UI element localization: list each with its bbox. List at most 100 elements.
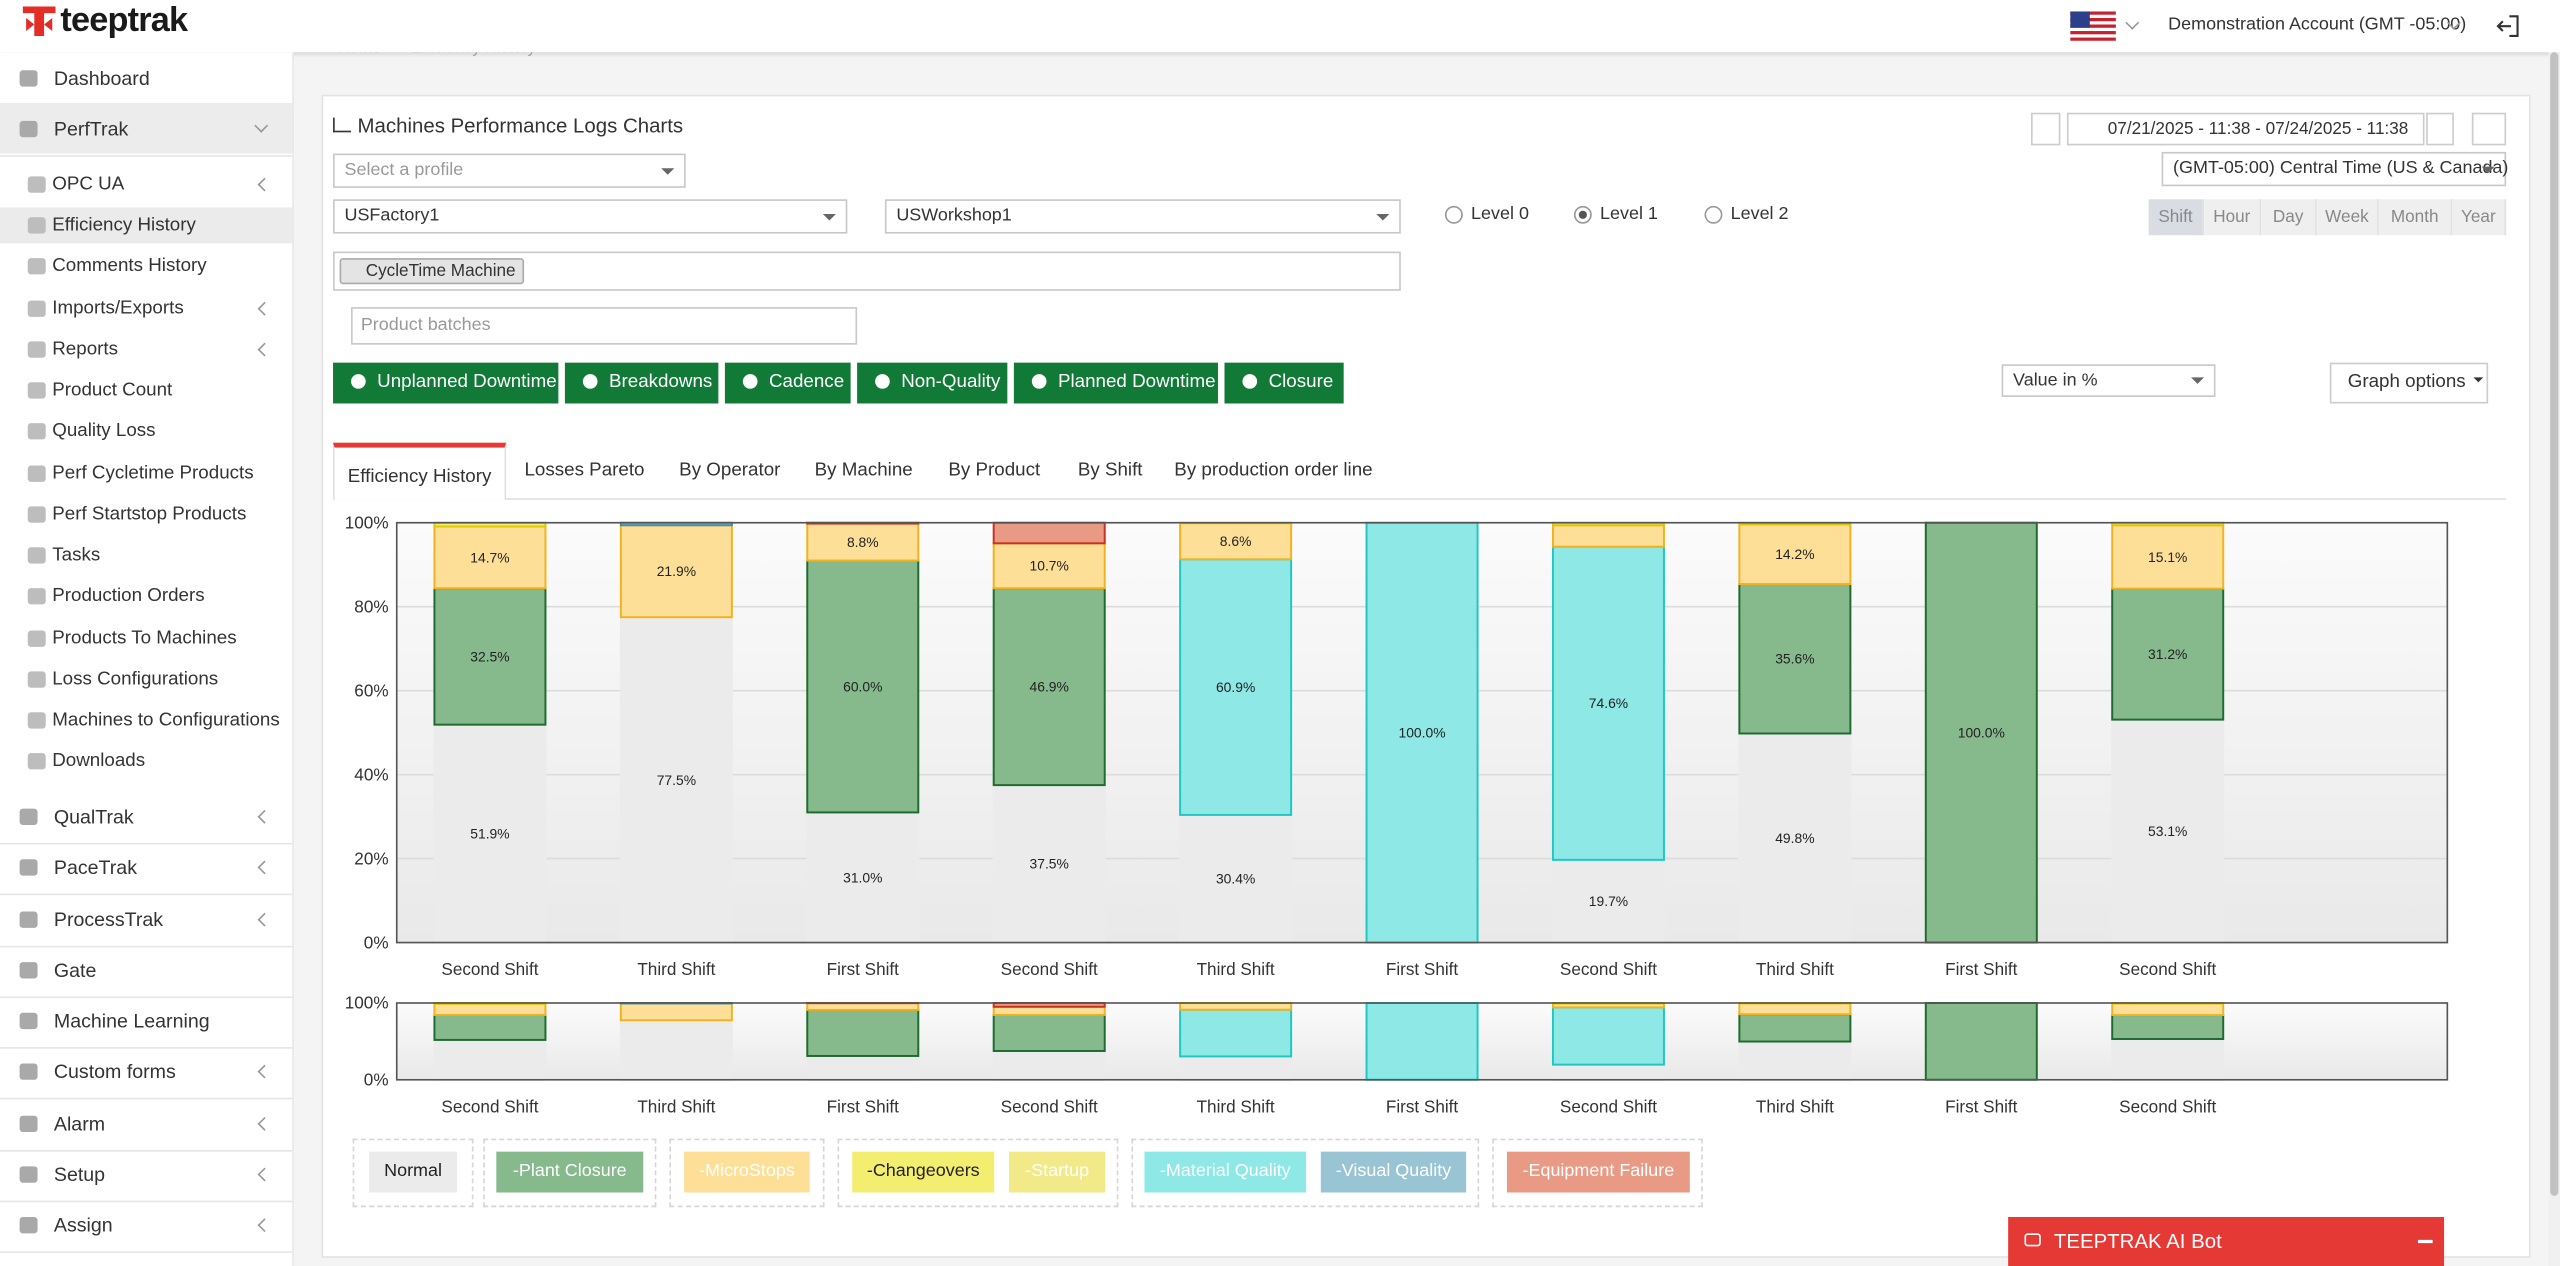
menu-icon — [19, 1166, 38, 1183]
value-mode-select[interactable]: Value in % — [2001, 364, 2216, 397]
legend-item[interactable]: -Equipment Failure — [1506, 1151, 1690, 1193]
value-label: 31.0% — [843, 869, 882, 885]
scrollbar[interactable] — [2548, 52, 2560, 1266]
factory-select[interactable]: USFactory1 — [333, 199, 848, 234]
submenu-item[interactable]: OPC UA — [52, 174, 125, 195]
bot-minimize[interactable] — [2417, 1239, 2433, 1244]
date-prev[interactable] — [2031, 112, 2061, 146]
level-label[interactable]: Level 2 — [1730, 204, 1789, 224]
menu-separator — [0, 1200, 293, 1203]
menu-item[interactable]: PaceTrak — [53, 855, 137, 879]
submenu-item[interactable]: Comments History — [52, 256, 207, 277]
period-button[interactable]: Month — [2378, 199, 2453, 236]
legend-item[interactable]: Normal — [368, 1151, 458, 1193]
menu-item[interactable]: Gate — [53, 958, 97, 982]
submenu-item[interactable]: Downloads — [52, 751, 146, 772]
submenu-item[interactable]: Quality Loss — [52, 421, 156, 442]
menu-item[interactable]: Custom forms — [53, 1060, 176, 1084]
x-tick-label: Third Shift — [1756, 1096, 1834, 1116]
menu-item[interactable]: QualTrak — [53, 805, 134, 829]
filter-button[interactable]: Closure — [1224, 362, 1344, 404]
x-tick-label: Second Shift — [441, 959, 538, 979]
level-label[interactable]: Level 0 — [1471, 204, 1529, 224]
ai-bot[interactable]: TEEPTRAK AI Bot — [2008, 1216, 2445, 1266]
legend-item[interactable]: -Changeovers — [852, 1151, 995, 1193]
export-btn[interactable] — [2471, 112, 2507, 146]
logout[interactable] — [2495, 13, 2521, 39]
tab[interactable]: Losses Pareto — [524, 460, 645, 481]
value-label: 77.5% — [657, 772, 696, 788]
tab[interactable]: By Machine — [814, 460, 913, 481]
filter-button[interactable]: Planned Downtime — [1013, 362, 1218, 404]
bar-segment — [433, 1013, 547, 1041]
menu-item[interactable]: Setup — [53, 1163, 106, 1186]
filter-button[interactable]: Cadence — [724, 362, 851, 404]
bar-segment — [619, 1019, 733, 1081]
level-radio[interactable] — [1444, 205, 1463, 224]
period-button[interactable]: Week — [2316, 199, 2379, 236]
period-button[interactable]: Year — [2452, 199, 2507, 236]
x-tick-label: Third Shift — [1197, 959, 1275, 979]
profile-select[interactable]: Select a profile — [333, 153, 686, 188]
menu-icon — [27, 258, 46, 275]
tab[interactable]: By production order line — [1174, 460, 1373, 481]
menu-item[interactable]: Dashboard — [53, 66, 150, 90]
tab[interactable]: By Operator — [679, 460, 781, 481]
value-label: 19.7% — [1589, 893, 1628, 909]
submenu-item[interactable]: Machines to Configurations — [52, 710, 280, 731]
submenu-item[interactable]: Product Count — [52, 380, 173, 401]
tab[interactable]: By Product — [948, 460, 1041, 481]
menu-item[interactable]: Alarm — [53, 1112, 106, 1136]
menu-icon — [19, 1063, 38, 1080]
menu-item[interactable]: Assign — [53, 1213, 113, 1237]
machine-input[interactable]: CycleTime Machine — [333, 251, 1401, 291]
submenu-item[interactable]: Loss Configurations — [52, 669, 219, 690]
period-button[interactable]: Shift — [2148, 199, 2205, 236]
logo-text[interactable]: teeptrak — [60, 1, 188, 40]
graph-options[interactable]: Graph options — [2329, 362, 2489, 404]
menu-item[interactable]: PerfTrak — [53, 117, 129, 141]
date-range[interactable]: 07/21/2025 - 11:38 - 07/24/2025 - 11:38 — [2066, 112, 2425, 146]
level-radio[interactable] — [1573, 205, 1592, 224]
bar-segment — [1365, 1002, 1479, 1081]
tab-line — [333, 498, 2507, 500]
legend-item[interactable]: -Startup — [1008, 1151, 1106, 1193]
submenu-item[interactable]: Reports — [52, 339, 119, 360]
legend-item[interactable]: -MicroStops — [684, 1151, 810, 1193]
plot-border — [395, 1002, 2449, 1081]
timezone-select[interactable]: (GMT-05:00) Central Time (US & Canada) — [2161, 151, 2508, 187]
submenu-item[interactable]: Efficiency History — [52, 215, 196, 236]
legend-item[interactable]: -Material Quality — [1144, 1151, 1307, 1193]
filter-button[interactable]: Unplanned Downtime — [333, 362, 559, 404]
page-title: Machines Performance Logs Charts — [357, 114, 684, 138]
machine-tag[interactable]: CycleTime Machine — [339, 258, 524, 285]
bar-segment — [1738, 1013, 1852, 1043]
menu-item[interactable]: Machine Learning — [53, 1009, 210, 1033]
tab[interactable]: By Shift — [1077, 460, 1143, 481]
menu-item[interactable]: ProcessTrak — [53, 908, 164, 932]
workshop-select[interactable]: USWorkshop1 — [884, 199, 1401, 234]
submenu-item[interactable]: Imports/Exports — [52, 298, 184, 319]
scroll-thumb[interactable] — [2550, 52, 2559, 1196]
period-button[interactable]: Hour — [2204, 199, 2262, 236]
value-label: 14.2% — [1775, 546, 1814, 562]
menu-separator — [0, 1097, 293, 1100]
flag[interactable] — [2070, 11, 2116, 41]
period-button[interactable]: Day — [2261, 199, 2317, 236]
level-label[interactable]: Level 1 — [1599, 204, 1658, 224]
filter-button[interactable]: Non-Quality — [857, 362, 1008, 404]
submenu-item[interactable]: Products To Machines — [52, 628, 237, 649]
filter-button[interactable]: Breakdowns — [564, 362, 719, 404]
date-next[interactable] — [2426, 112, 2454, 146]
submenu-item[interactable]: Perf Startstop Products — [52, 504, 247, 525]
tab[interactable]: Efficiency History — [333, 442, 507, 500]
submenu-item[interactable]: Perf Cycletime Products — [52, 463, 254, 484]
menu-separator — [0, 996, 293, 999]
account[interactable]: Demonstration Account (GMT -05:00) — [2168, 14, 2467, 35]
submenu-item[interactable]: Tasks — [52, 545, 101, 566]
legend-item[interactable]: -Visual Quality — [1320, 1151, 1467, 1193]
submenu-item[interactable]: Production Orders — [52, 586, 205, 607]
legend-item[interactable]: -Plant Closure — [496, 1151, 644, 1193]
batches-input[interactable]: Product batches — [351, 307, 858, 345]
level-radio[interactable] — [1704, 205, 1723, 224]
